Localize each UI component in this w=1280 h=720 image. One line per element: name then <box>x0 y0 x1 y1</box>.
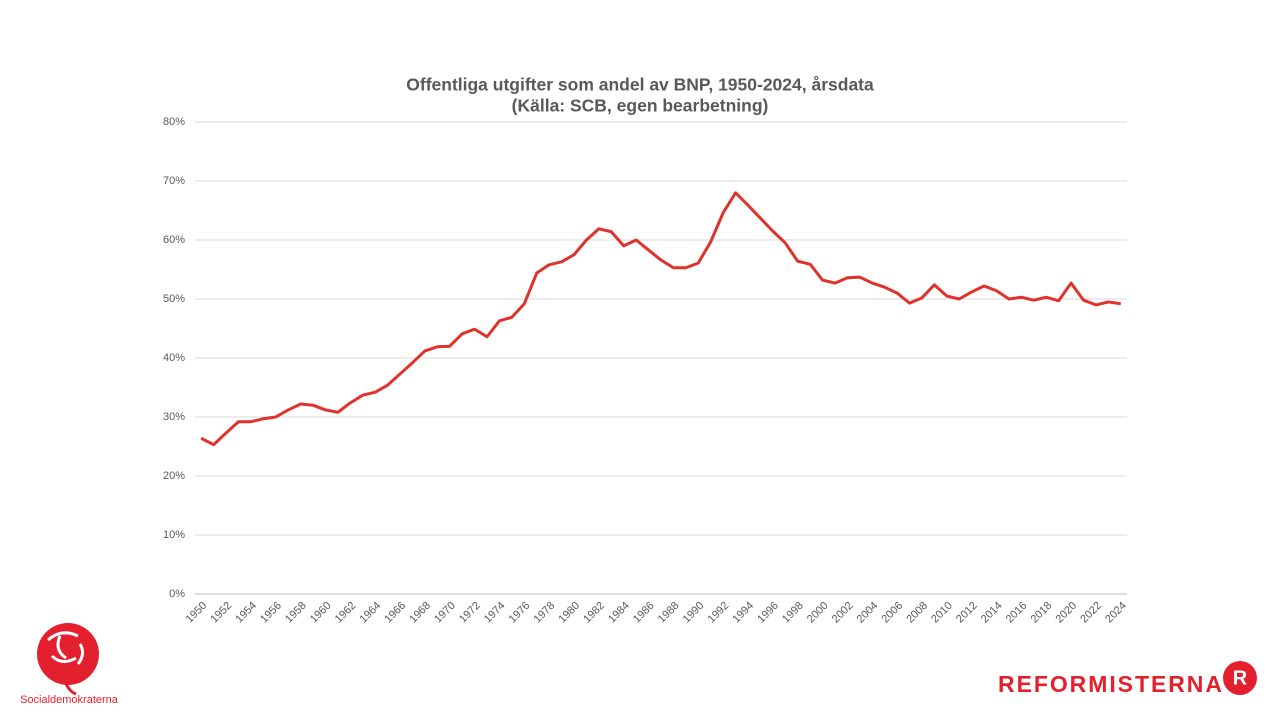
y-tick-label: 50% <box>163 293 185 305</box>
x-tick-label: 2020 <box>1053 600 1079 626</box>
y-tick-label: 80% <box>163 116 185 128</box>
x-tick-label: 2008 <box>904 600 930 626</box>
x-tick-label: 1998 <box>780 600 806 626</box>
x-tick-label: 1976 <box>507 600 533 626</box>
chart-subtitle: (Källa: SCB, egen bearbetning) <box>512 96 769 116</box>
y-tick-label: 30% <box>163 411 185 423</box>
x-tick-label: 1958 <box>283 600 309 626</box>
x-tick-label: 1996 <box>755 600 781 626</box>
x-tick-label: 1990 <box>681 600 707 626</box>
x-tick-label: 1994 <box>730 600 756 626</box>
badge-circle <box>1223 661 1257 695</box>
x-tick-label: 1960 <box>308 600 334 626</box>
y-tick-label: 0% <box>169 588 185 600</box>
x-tick-label: 1972 <box>457 600 483 626</box>
x-tick-label: 1970 <box>432 600 458 626</box>
x-tick-label: 1974 <box>482 600 508 626</box>
x-tick-label: 1968 <box>407 600 433 626</box>
x-tick-label: 1954 <box>233 600 259 626</box>
y-tick-label: 40% <box>163 352 185 364</box>
x-tick-label: 1950 <box>184 600 210 626</box>
y-tick-label: 70% <box>163 175 185 187</box>
left-logo-text: Socialdemokraterna <box>20 694 119 706</box>
x-tick-label: 2000 <box>805 600 831 626</box>
right-logo-text: REFORMISTERNA <box>998 671 1222 697</box>
y-tick-label: 10% <box>163 529 185 541</box>
x-tick-label: 1980 <box>556 600 582 626</box>
data-line <box>200 191 1122 447</box>
x-tick-label: 2016 <box>1004 600 1030 626</box>
y-tick-label: 20% <box>163 470 185 482</box>
x-tick-label: 1966 <box>382 600 408 626</box>
x-tick-label: 2004 <box>855 600 881 626</box>
x-tick-label: 1992 <box>706 600 732 626</box>
x-tick-label: 1952 <box>208 600 234 626</box>
y-tick-label: 60% <box>163 234 185 246</box>
x-tick-label: 1964 <box>358 600 384 626</box>
x-tick-label: 1982 <box>581 600 607 626</box>
x-tick-label: 2014 <box>979 600 1005 626</box>
x-tick-label: 1984 <box>606 600 632 626</box>
rose-logo <box>37 623 99 696</box>
x-tick-label: 1986 <box>631 600 657 626</box>
x-tick-label: 1978 <box>532 600 558 626</box>
x-tick-label: 1988 <box>656 600 682 626</box>
chart-title: Offentliga utgifter som andel av BNP, 19… <box>406 75 874 95</box>
x-tick-label: 1956 <box>258 600 284 626</box>
x-tick-label: 2006 <box>879 600 905 626</box>
x-tick-label: 2002 <box>830 600 856 626</box>
x-tick-label: 2012 <box>954 600 980 626</box>
x-tick-label: 2024 <box>1103 600 1129 626</box>
x-tick-label: 2010 <box>929 600 955 626</box>
x-tick-label: 2022 <box>1078 600 1104 626</box>
x-tick-label: 2018 <box>1029 600 1055 626</box>
badge-text: R <box>1233 667 1248 689</box>
x-tick-label: 1962 <box>333 600 359 626</box>
